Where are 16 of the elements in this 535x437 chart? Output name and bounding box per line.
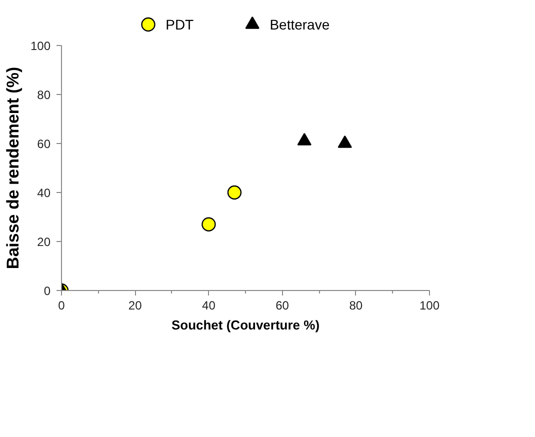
y-tick-label: 60 bbox=[37, 137, 51, 151]
x-tick-label: 20 bbox=[128, 298, 142, 312]
legend-label: PDT bbox=[166, 16, 194, 32]
y-tick-label: 40 bbox=[37, 186, 51, 200]
legend-label: Betterave bbox=[270, 16, 330, 32]
y-tick-label: 0 bbox=[44, 284, 51, 298]
x-tick-label: 0 bbox=[58, 298, 66, 312]
x-tick-label: 60 bbox=[276, 298, 290, 312]
x-tick-label: 80 bbox=[349, 298, 363, 312]
x-tick-label: 100 bbox=[419, 298, 440, 312]
y-tick-label: 80 bbox=[37, 88, 51, 102]
x-tick-label: 40 bbox=[202, 298, 216, 312]
y-tick-label: 20 bbox=[37, 235, 51, 249]
y-axis-title: Baisse de rendement (%) bbox=[3, 66, 22, 270]
x-axis-title: Souchet (Couverture %) bbox=[171, 318, 320, 332]
y-tick-label: 100 bbox=[30, 39, 51, 53]
